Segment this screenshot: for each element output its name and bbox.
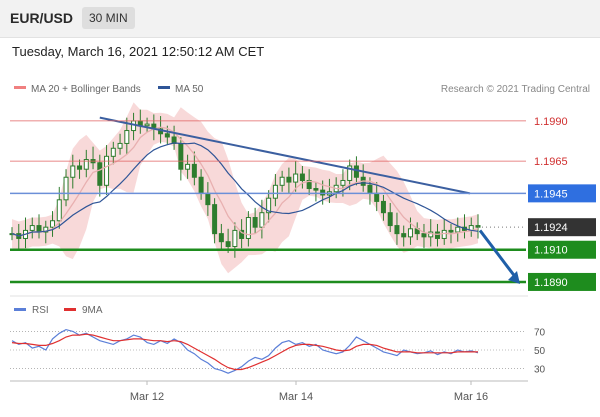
- candle: [232, 222, 238, 258]
- candle: [272, 174, 278, 207]
- x-tick-label: Mar 12: [130, 391, 164, 403]
- candle: [401, 225, 407, 247]
- level-label: 1.1945: [534, 188, 568, 200]
- candle: [29, 217, 35, 239]
- candle: [380, 194, 386, 221]
- candle: [185, 154, 191, 179]
- candle: [212, 198, 218, 244]
- candle: [50, 211, 56, 237]
- x-tick-label: Mar 16: [454, 391, 488, 403]
- rsi-legend-swatch: [14, 308, 26, 311]
- rsi-tick-label: 50: [534, 346, 546, 357]
- rsi-tick-label: 70: [534, 327, 546, 338]
- candle: [104, 145, 110, 195]
- candle: [245, 211, 251, 247]
- candle: [340, 169, 346, 197]
- price-area: [9, 102, 481, 274]
- candle: [407, 217, 413, 245]
- x-axis: Mar 12 Mar 14 Mar 16: [130, 381, 488, 403]
- chart-legend: MA 20 + Bollinger Bands MA 50 Research ©…: [14, 84, 590, 95]
- ma20-legend-label: MA 20 + Bollinger Bands: [31, 84, 141, 95]
- candle: [218, 223, 224, 250]
- candle: [63, 169, 69, 207]
- candle: [110, 141, 116, 165]
- price-levels: 1.1990 1.1965 1.1945 1.1924 1.1910 1.1890: [10, 116, 596, 291]
- level-label: 1.1924: [534, 222, 568, 234]
- candle: [394, 212, 400, 245]
- candle: [191, 151, 197, 186]
- level-badge: [528, 272, 596, 291]
- ma50-legend-swatch: [158, 86, 170, 89]
- chart-header: EUR/USD 30 MIN: [0, 0, 600, 38]
- candle: [279, 170, 285, 192]
- candle: [252, 207, 258, 234]
- rsi-ma-line: [11, 333, 478, 371]
- candle: [421, 223, 427, 249]
- rsi-legend: RSI 9MA: [14, 305, 103, 316]
- candle: [97, 154, 103, 197]
- ma50-line: [11, 142, 479, 237]
- rsi-legend-label: RSI: [32, 305, 49, 316]
- level-label: 1.1965: [534, 156, 568, 168]
- forecast-arrow: [478, 229, 518, 279]
- candle: [70, 154, 76, 189]
- rsi-ma-legend-label: 9MA: [82, 305, 103, 316]
- level-label: 1.1910: [534, 245, 568, 257]
- level-label: 1.1990: [534, 116, 568, 128]
- symbol-label: EUR/USD: [10, 10, 74, 26]
- candle: [83, 149, 89, 178]
- candle: [299, 165, 305, 189]
- candle: [117, 133, 123, 155]
- candle: [266, 190, 272, 223]
- level-label: 1.1890: [534, 277, 568, 289]
- candle: [306, 169, 312, 195]
- rsi-area: 70 50 30: [10, 327, 546, 376]
- candle: [441, 219, 447, 245]
- candle: [293, 161, 299, 192]
- rsi-tick-label: 30: [534, 365, 546, 376]
- ma50-legend-label: MA 50: [175, 84, 204, 95]
- candle: [313, 182, 319, 202]
- candle: [239, 219, 245, 249]
- datetime-label: Tuesday, March 16, 2021 12:50:12 AM CET: [12, 44, 265, 59]
- ma20-legend-swatch: [14, 86, 26, 89]
- x-tick-label: Mar 14: [279, 391, 313, 403]
- candle: [286, 167, 292, 194]
- ma20-line: [11, 126, 479, 237]
- copyright-label: Research © 2021 Trading Central: [441, 84, 590, 95]
- forecast-arrow-head: [508, 270, 520, 284]
- trendline: [99, 116, 471, 195]
- level-badge: [528, 184, 596, 203]
- candle: [434, 223, 440, 247]
- level-badge: [528, 240, 596, 259]
- candle: [77, 159, 83, 179]
- candle: [259, 199, 265, 239]
- level-badge: [528, 218, 596, 237]
- candle: [455, 217, 461, 242]
- candle: [387, 203, 393, 233]
- bollinger-band: [12, 102, 478, 274]
- rsi-ma-legend-swatch: [64, 308, 76, 311]
- candle: [144, 117, 150, 133]
- timeframe-badge[interactable]: 30 MIN: [82, 7, 135, 29]
- candle: [43, 220, 49, 244]
